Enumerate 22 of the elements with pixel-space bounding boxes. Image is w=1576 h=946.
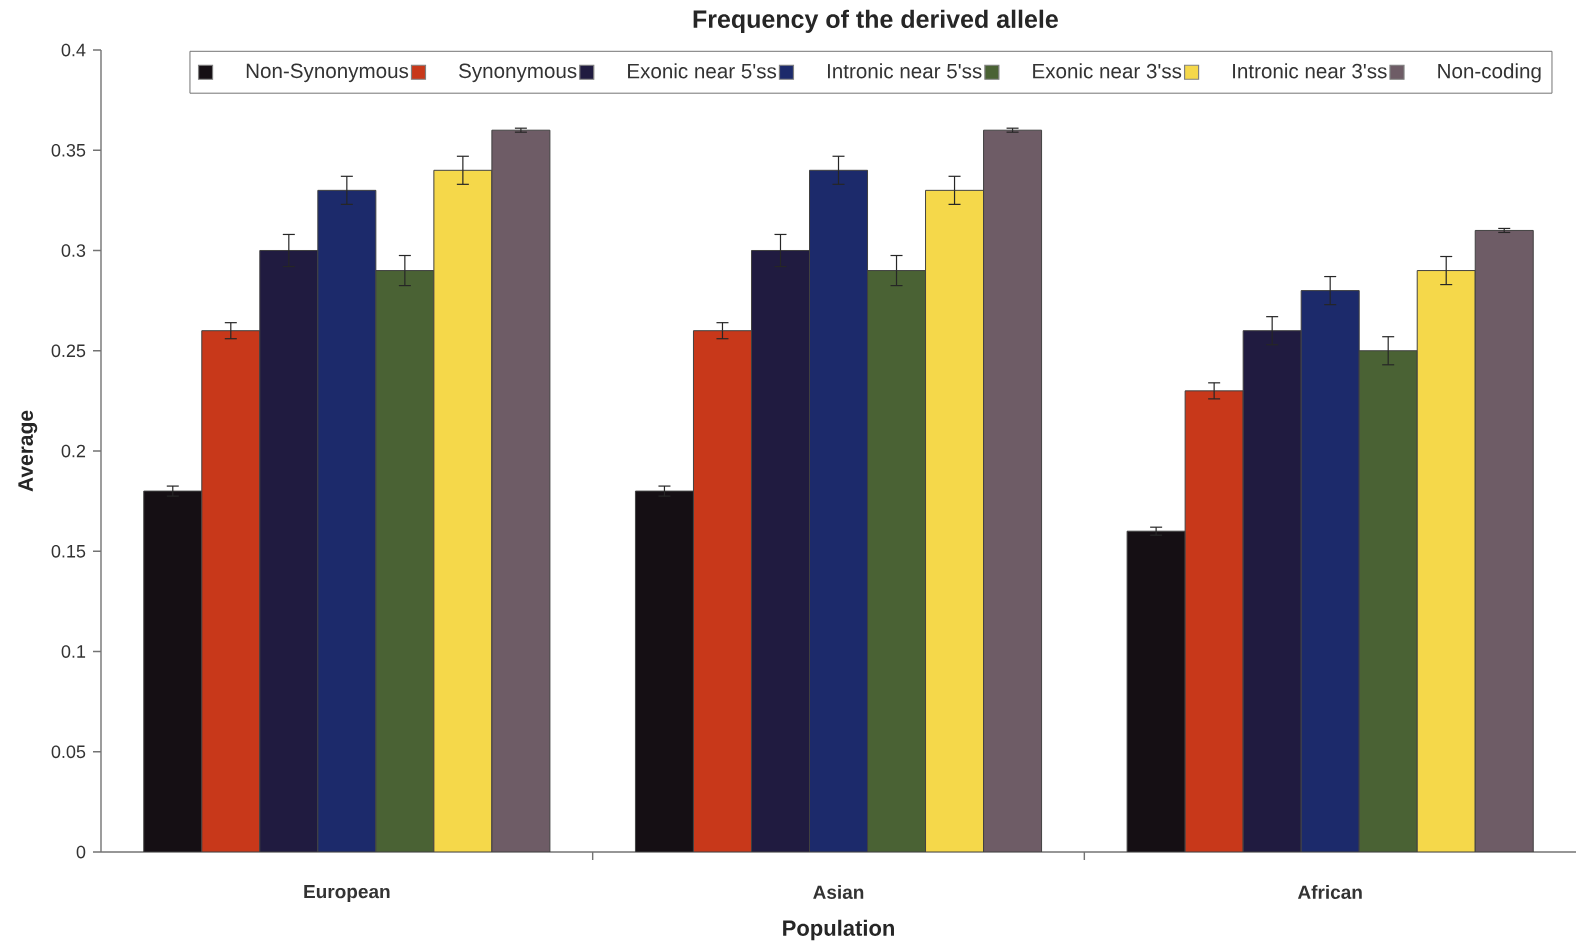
legend-label: Non-Synonymous (246, 63, 409, 83)
x-tick-label: African (1297, 885, 1362, 899)
legend-label: Non-coding (1438, 63, 1541, 83)
y-tick-label: 0.3 (61, 244, 86, 257)
x-tick-label: Asian (813, 885, 864, 899)
y-tick-label: 0.15 (51, 544, 86, 558)
y-tick-label: 0.2 (61, 444, 86, 458)
legend-label: Exonic near 5'ss (628, 63, 777, 79)
y-tick-label: 0.1 (61, 645, 86, 658)
chart-title: Frequency of the derived allele (693, 9, 1058, 33)
y-axis-title: Average (18, 410, 38, 492)
legend-label: Intronic near 3'ss (1233, 63, 1387, 79)
x-axis-title: Population (783, 919, 894, 941)
y-tick-label: 0.05 (51, 745, 86, 759)
legend-label: Intronic near 5'ss (827, 63, 982, 79)
y-tick-label: 0.25 (51, 344, 86, 358)
legend-label: Exonic near 3'ss (1033, 63, 1182, 79)
legend-label: Synonymous (459, 63, 577, 83)
y-tick-label: 0.4 (61, 43, 86, 57)
x-tick-label: European (304, 885, 390, 903)
y-tick-label: 0 (76, 845, 86, 859)
y-tick-label: 0.35 (51, 143, 86, 157)
